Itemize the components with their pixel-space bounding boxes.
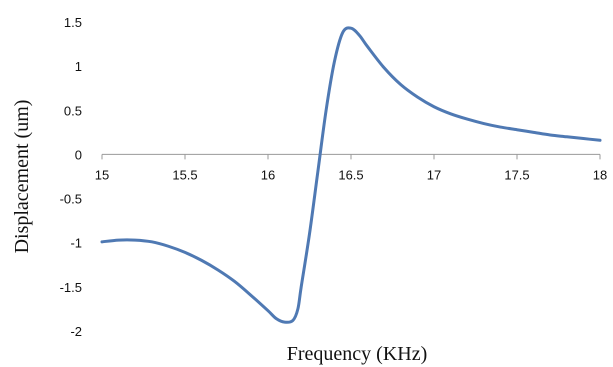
y-tick-label: -2 xyxy=(70,324,82,339)
y-tick-label: 1 xyxy=(75,59,82,74)
x-tick-label: 16.5 xyxy=(338,167,363,182)
y-axis-title: Displacement (um) xyxy=(11,100,33,254)
x-tick-label: 15.5 xyxy=(172,167,197,182)
x-tick-label: 16 xyxy=(261,167,275,182)
y-tick-label: 0 xyxy=(75,147,82,162)
x-tick-marks xyxy=(101,154,601,160)
series-layer xyxy=(100,26,602,324)
y-tick-label: 1.5 xyxy=(64,15,82,30)
x-tick-label: 17 xyxy=(427,167,441,182)
x-tick-labels: 15 15.5 16 16.5 17 17.5 18 xyxy=(95,167,607,182)
y-tick-label: -1.5 xyxy=(60,280,82,295)
y-tick-label: -1 xyxy=(70,236,82,251)
y-tick-labels: -2 -1.5 -1 -0.5 0 0.5 1 1.5 xyxy=(60,15,82,339)
x-tick-label: 17.5 xyxy=(504,167,529,182)
y-tick-label: -0.5 xyxy=(60,192,82,207)
x-tick-label: 15 xyxy=(95,167,109,182)
x-tick-label: 18 xyxy=(593,167,607,182)
series-line xyxy=(100,26,602,324)
x-axis-title: Frequency (KHz) xyxy=(287,343,428,365)
y-tick-label: 0.5 xyxy=(64,103,82,118)
